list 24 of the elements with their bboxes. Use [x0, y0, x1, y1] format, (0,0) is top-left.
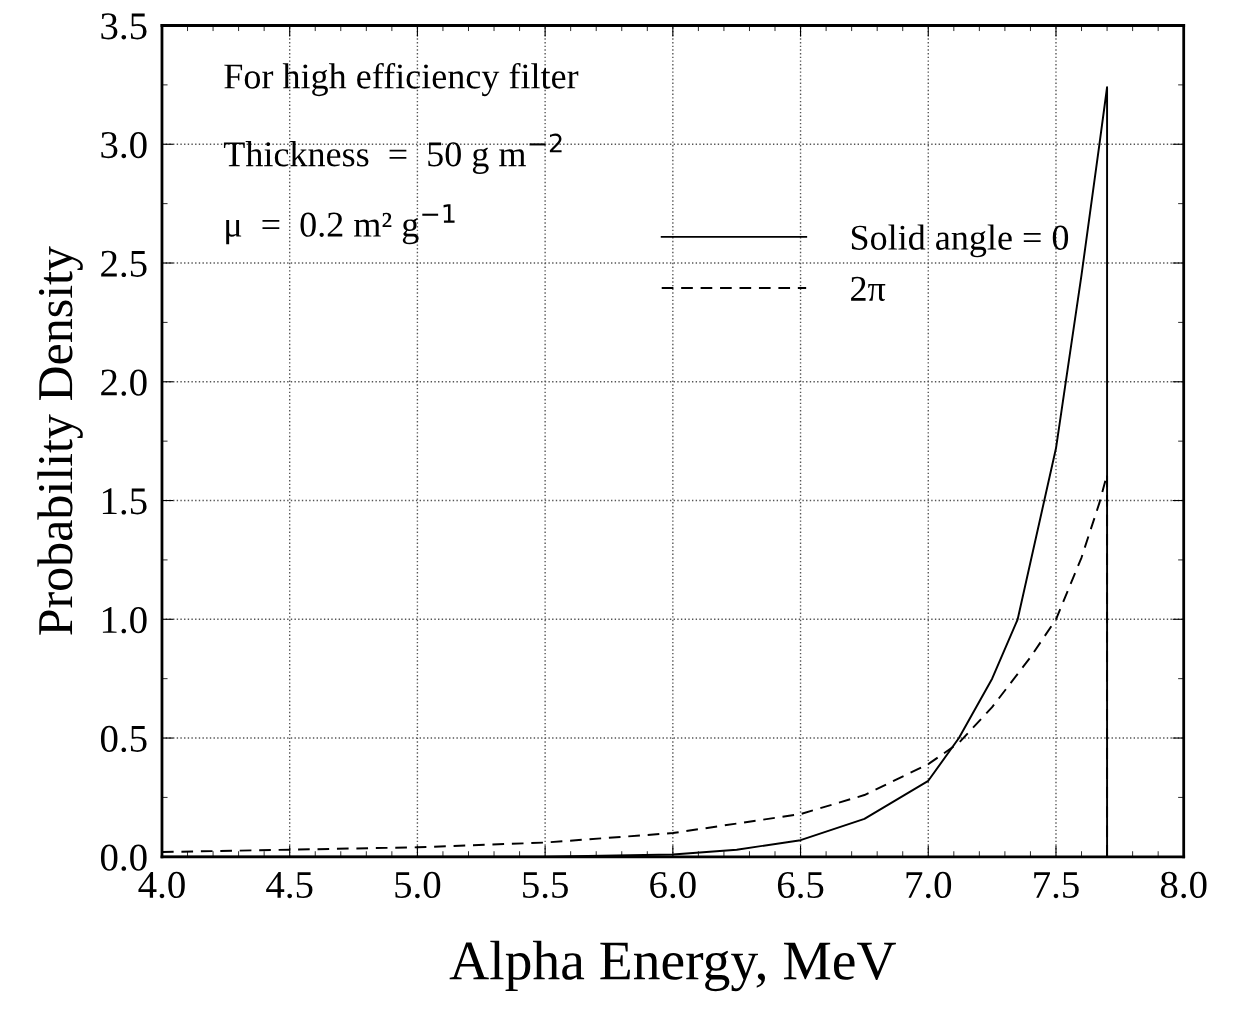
annotation: Thickness = 50 g m$^{−2}$: [223, 133, 562, 174]
y-tick-label: 3.0: [101, 131, 147, 159]
y-tick-label: 3.5: [101, 13, 147, 40]
legend-label: 2π: [851, 276, 886, 302]
x-tick-label: 7.0: [906, 871, 952, 899]
legend-label: Solid angle = 0: [851, 224, 1069, 258]
x-tick-label: 6.5: [777, 871, 824, 899]
y-tick-label: 2.0: [101, 369, 147, 396]
y-tick-label: 1.0: [102, 606, 147, 634]
y-tick-label: 0.0: [100, 844, 147, 871]
x-tick-label: 6.0: [650, 871, 696, 899]
y-tick-label: 2.5: [101, 250, 147, 278]
x-tick-label: 5.0: [395, 871, 441, 899]
x-axis-title: Alpha Energy, MeV: [449, 940, 896, 992]
x-tick-label: 5.5: [523, 872, 568, 899]
annotation: For high efficiency filter: [224, 62, 579, 97]
x-tick-label: 4.5: [266, 872, 313, 899]
x-tick-label: 8.0: [1160, 871, 1207, 899]
y-tick-label: 1.5: [102, 488, 147, 515]
x-tick-label: 4.0: [138, 871, 185, 899]
y-axis-title: Probability Density: [37, 246, 83, 635]
y-tick-label: 0.5: [100, 725, 147, 753]
annotation: μ = 0.2 m² g$^{−1}$: [226, 204, 455, 245]
x-tick-label: 7.5: [1034, 872, 1079, 899]
